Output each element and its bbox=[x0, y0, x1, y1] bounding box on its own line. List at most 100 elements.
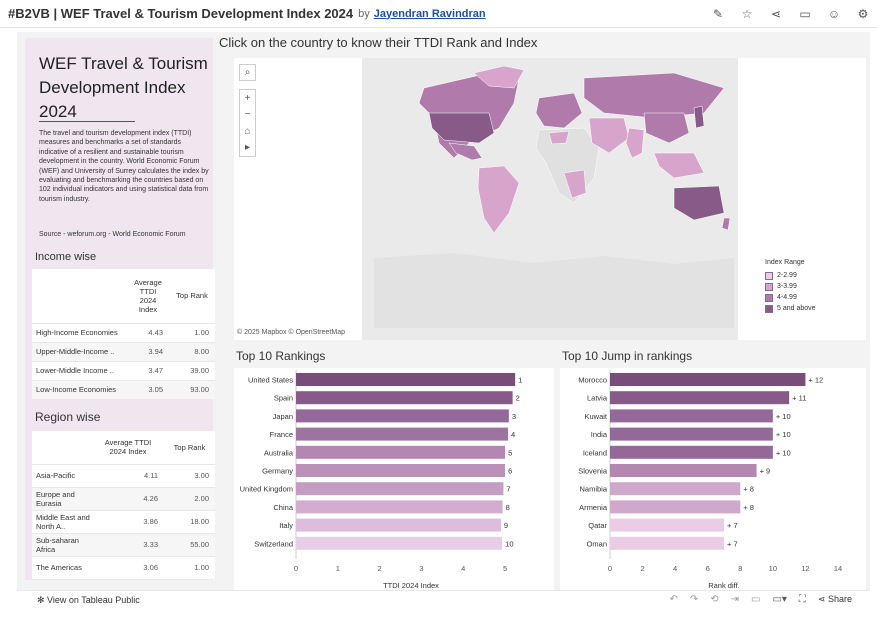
title-line-1: WEF Travel & Tourism bbox=[39, 54, 208, 73]
bar[interactable] bbox=[610, 373, 806, 386]
category-label: Switzerland bbox=[254, 539, 293, 548]
greenland-region[interactable] bbox=[473, 65, 525, 89]
zoom-in-icon[interactable]: + bbox=[244, 92, 251, 104]
bar[interactable] bbox=[296, 482, 504, 496]
table-row[interactable]: Asia-Pacific 4.11 3.00 bbox=[32, 463, 215, 487]
legend-item[interactable]: 3-3.99 bbox=[765, 281, 816, 292]
share-button[interactable]: ⋖ Share bbox=[817, 594, 852, 604]
japan-region[interactable] bbox=[693, 105, 705, 129]
table-row[interactable]: High-Income Economies 4.43 1.00 bbox=[32, 322, 215, 342]
edit-icon[interactable]: ✎ bbox=[712, 7, 724, 21]
table-row[interactable]: Lower-Middle Income .. 3.47 39.00 bbox=[32, 360, 215, 380]
mexico-region[interactable] bbox=[448, 142, 483, 161]
income-col-rank: Top Rank bbox=[176, 291, 208, 301]
tick-label: 1 bbox=[336, 564, 340, 573]
top10-rankings-title: Top 10 Rankings bbox=[236, 349, 326, 363]
bar[interactable] bbox=[296, 427, 509, 441]
table-row[interactable]: Low-Income Economies 3.05 93.00 bbox=[32, 379, 215, 399]
category-label: United States bbox=[248, 376, 293, 385]
map-attribution: © 2025 Mapbox © OpenStreetMap bbox=[237, 329, 345, 336]
refresh-icon[interactable]: ⇥ bbox=[730, 594, 739, 605]
tick-label: 2 bbox=[378, 564, 382, 573]
dashboard-title: WEF Travel & Tourism Development Index 2… bbox=[39, 52, 209, 124]
legend-item[interactable]: 5 and above bbox=[765, 303, 816, 314]
bar[interactable] bbox=[296, 536, 503, 550]
zoom-out-icon[interactable]: − bbox=[244, 109, 251, 121]
home-icon[interactable]: ⌂ bbox=[244, 125, 251, 137]
pause-icon[interactable]: ▭ bbox=[751, 594, 761, 605]
bar[interactable] bbox=[610, 445, 773, 459]
bar[interactable] bbox=[610, 518, 724, 532]
tableau-icon: ✻ bbox=[37, 595, 48, 605]
bar[interactable] bbox=[296, 500, 503, 514]
share-nodes-icon: ⋖ bbox=[817, 594, 828, 604]
category-label: India bbox=[591, 430, 608, 439]
bar[interactable] bbox=[296, 518, 501, 532]
top10-jump-chart[interactable]: Morocco + 12 Latvia + 11 Kuwait + 10 India + 10… bbox=[560, 368, 866, 590]
legend-item[interactable]: 4-4.99 bbox=[765, 292, 816, 303]
device-preview-icon[interactable]: ▭▾ bbox=[772, 594, 787, 605]
undo-icon[interactable]: ↶ bbox=[669, 594, 678, 605]
bar[interactable] bbox=[296, 464, 506, 477]
settings-gear-icon[interactable]: ⚙ bbox=[857, 7, 869, 21]
favorite-star-icon[interactable]: ☆ bbox=[741, 7, 753, 21]
europe-region[interactable] bbox=[535, 92, 583, 129]
bar[interactable] bbox=[610, 536, 724, 550]
view-on-tableau-link[interactable]: ✻ View on Tableau Public bbox=[37, 595, 140, 605]
category-label: Australia bbox=[264, 448, 294, 457]
data-label: + 8 bbox=[743, 503, 754, 512]
user-icon[interactable]: ☺ bbox=[827, 7, 841, 21]
data-label: + 10 bbox=[776, 430, 791, 439]
southeast-asia-region[interactable] bbox=[653, 152, 705, 179]
bar[interactable] bbox=[610, 482, 741, 496]
category-label: Iceland bbox=[583, 448, 607, 457]
table-row[interactable]: Upper-Middle-Income .. 3.94 8.00 bbox=[32, 341, 215, 361]
author-link[interactable]: Jayendran Ravindran bbox=[373, 7, 486, 20]
legend-title: Index Range bbox=[765, 259, 805, 266]
china-region[interactable] bbox=[643, 112, 690, 144]
play-icon[interactable]: ▸ bbox=[244, 142, 251, 154]
table-row[interactable]: Sub-saharan Africa 3.33 55.00 bbox=[32, 532, 215, 556]
table-row[interactable]: Europe and Eurasia 4.26 2.00 bbox=[32, 486, 215, 510]
top10-rankings-panel: United States 1 Spain 2 Japan 3 France 4 Austral… bbox=[234, 368, 554, 590]
bar[interactable] bbox=[296, 373, 516, 386]
category-label: Morocco bbox=[578, 376, 607, 385]
category-label: United Kingdom bbox=[240, 485, 293, 494]
north-africa-region[interactable] bbox=[548, 130, 570, 145]
world-map[interactable] bbox=[234, 58, 866, 340]
bar[interactable] bbox=[610, 500, 741, 514]
top10-rankings-chart[interactable]: United States 1 Spain 2 Japan 3 France 4 Austral… bbox=[234, 368, 554, 590]
revert-icon[interactable]: ⟲ bbox=[710, 594, 719, 605]
bar[interactable] bbox=[296, 445, 506, 459]
australia-region[interactable] bbox=[673, 185, 725, 221]
bar[interactable] bbox=[610, 391, 790, 405]
tick-label: 4 bbox=[461, 564, 465, 573]
bar[interactable] bbox=[610, 427, 773, 441]
tick-label: 0 bbox=[294, 564, 298, 573]
bar[interactable] bbox=[610, 464, 757, 477]
fullscreen-icon[interactable]: ⛶ bbox=[798, 594, 806, 605]
legend-item[interactable]: 2-2.99 bbox=[765, 270, 816, 281]
new-zealand-region[interactable] bbox=[721, 217, 731, 231]
india-region[interactable] bbox=[625, 127, 645, 159]
table-row[interactable]: The Americas 3.06 1.00 bbox=[32, 555, 215, 579]
map-svg[interactable] bbox=[234, 58, 866, 340]
legend-swatch bbox=[765, 271, 773, 280]
bar[interactable] bbox=[296, 391, 513, 405]
middle-east-region[interactable] bbox=[588, 117, 630, 154]
data-label: 3 bbox=[512, 412, 516, 421]
table-row[interactable]: Middle East and North A.. 3.86 18.00 bbox=[32, 509, 215, 533]
income-table: Average TTDI 2024 Index Top Rank High-In… bbox=[32, 269, 215, 399]
redo-icon[interactable]: ↷ bbox=[689, 594, 699, 605]
share-icon[interactable]: ⋖ bbox=[770, 7, 782, 21]
comment-icon[interactable]: ▭ bbox=[799, 7, 811, 21]
source-text: Source - weforum.org - World Economic Fo… bbox=[39, 231, 186, 238]
united-states-region[interactable] bbox=[428, 112, 495, 144]
south-america-region[interactable] bbox=[477, 165, 520, 234]
bar[interactable] bbox=[610, 409, 773, 423]
bar[interactable] bbox=[296, 409, 509, 423]
data-label: 5 bbox=[508, 448, 512, 457]
southern-africa-region[interactable] bbox=[563, 169, 587, 199]
top10-jump-panel: Morocco + 12 Latvia + 11 Kuwait + 10 India + 10… bbox=[560, 368, 866, 590]
map-search-button[interactable]: ⌕ bbox=[239, 64, 256, 81]
